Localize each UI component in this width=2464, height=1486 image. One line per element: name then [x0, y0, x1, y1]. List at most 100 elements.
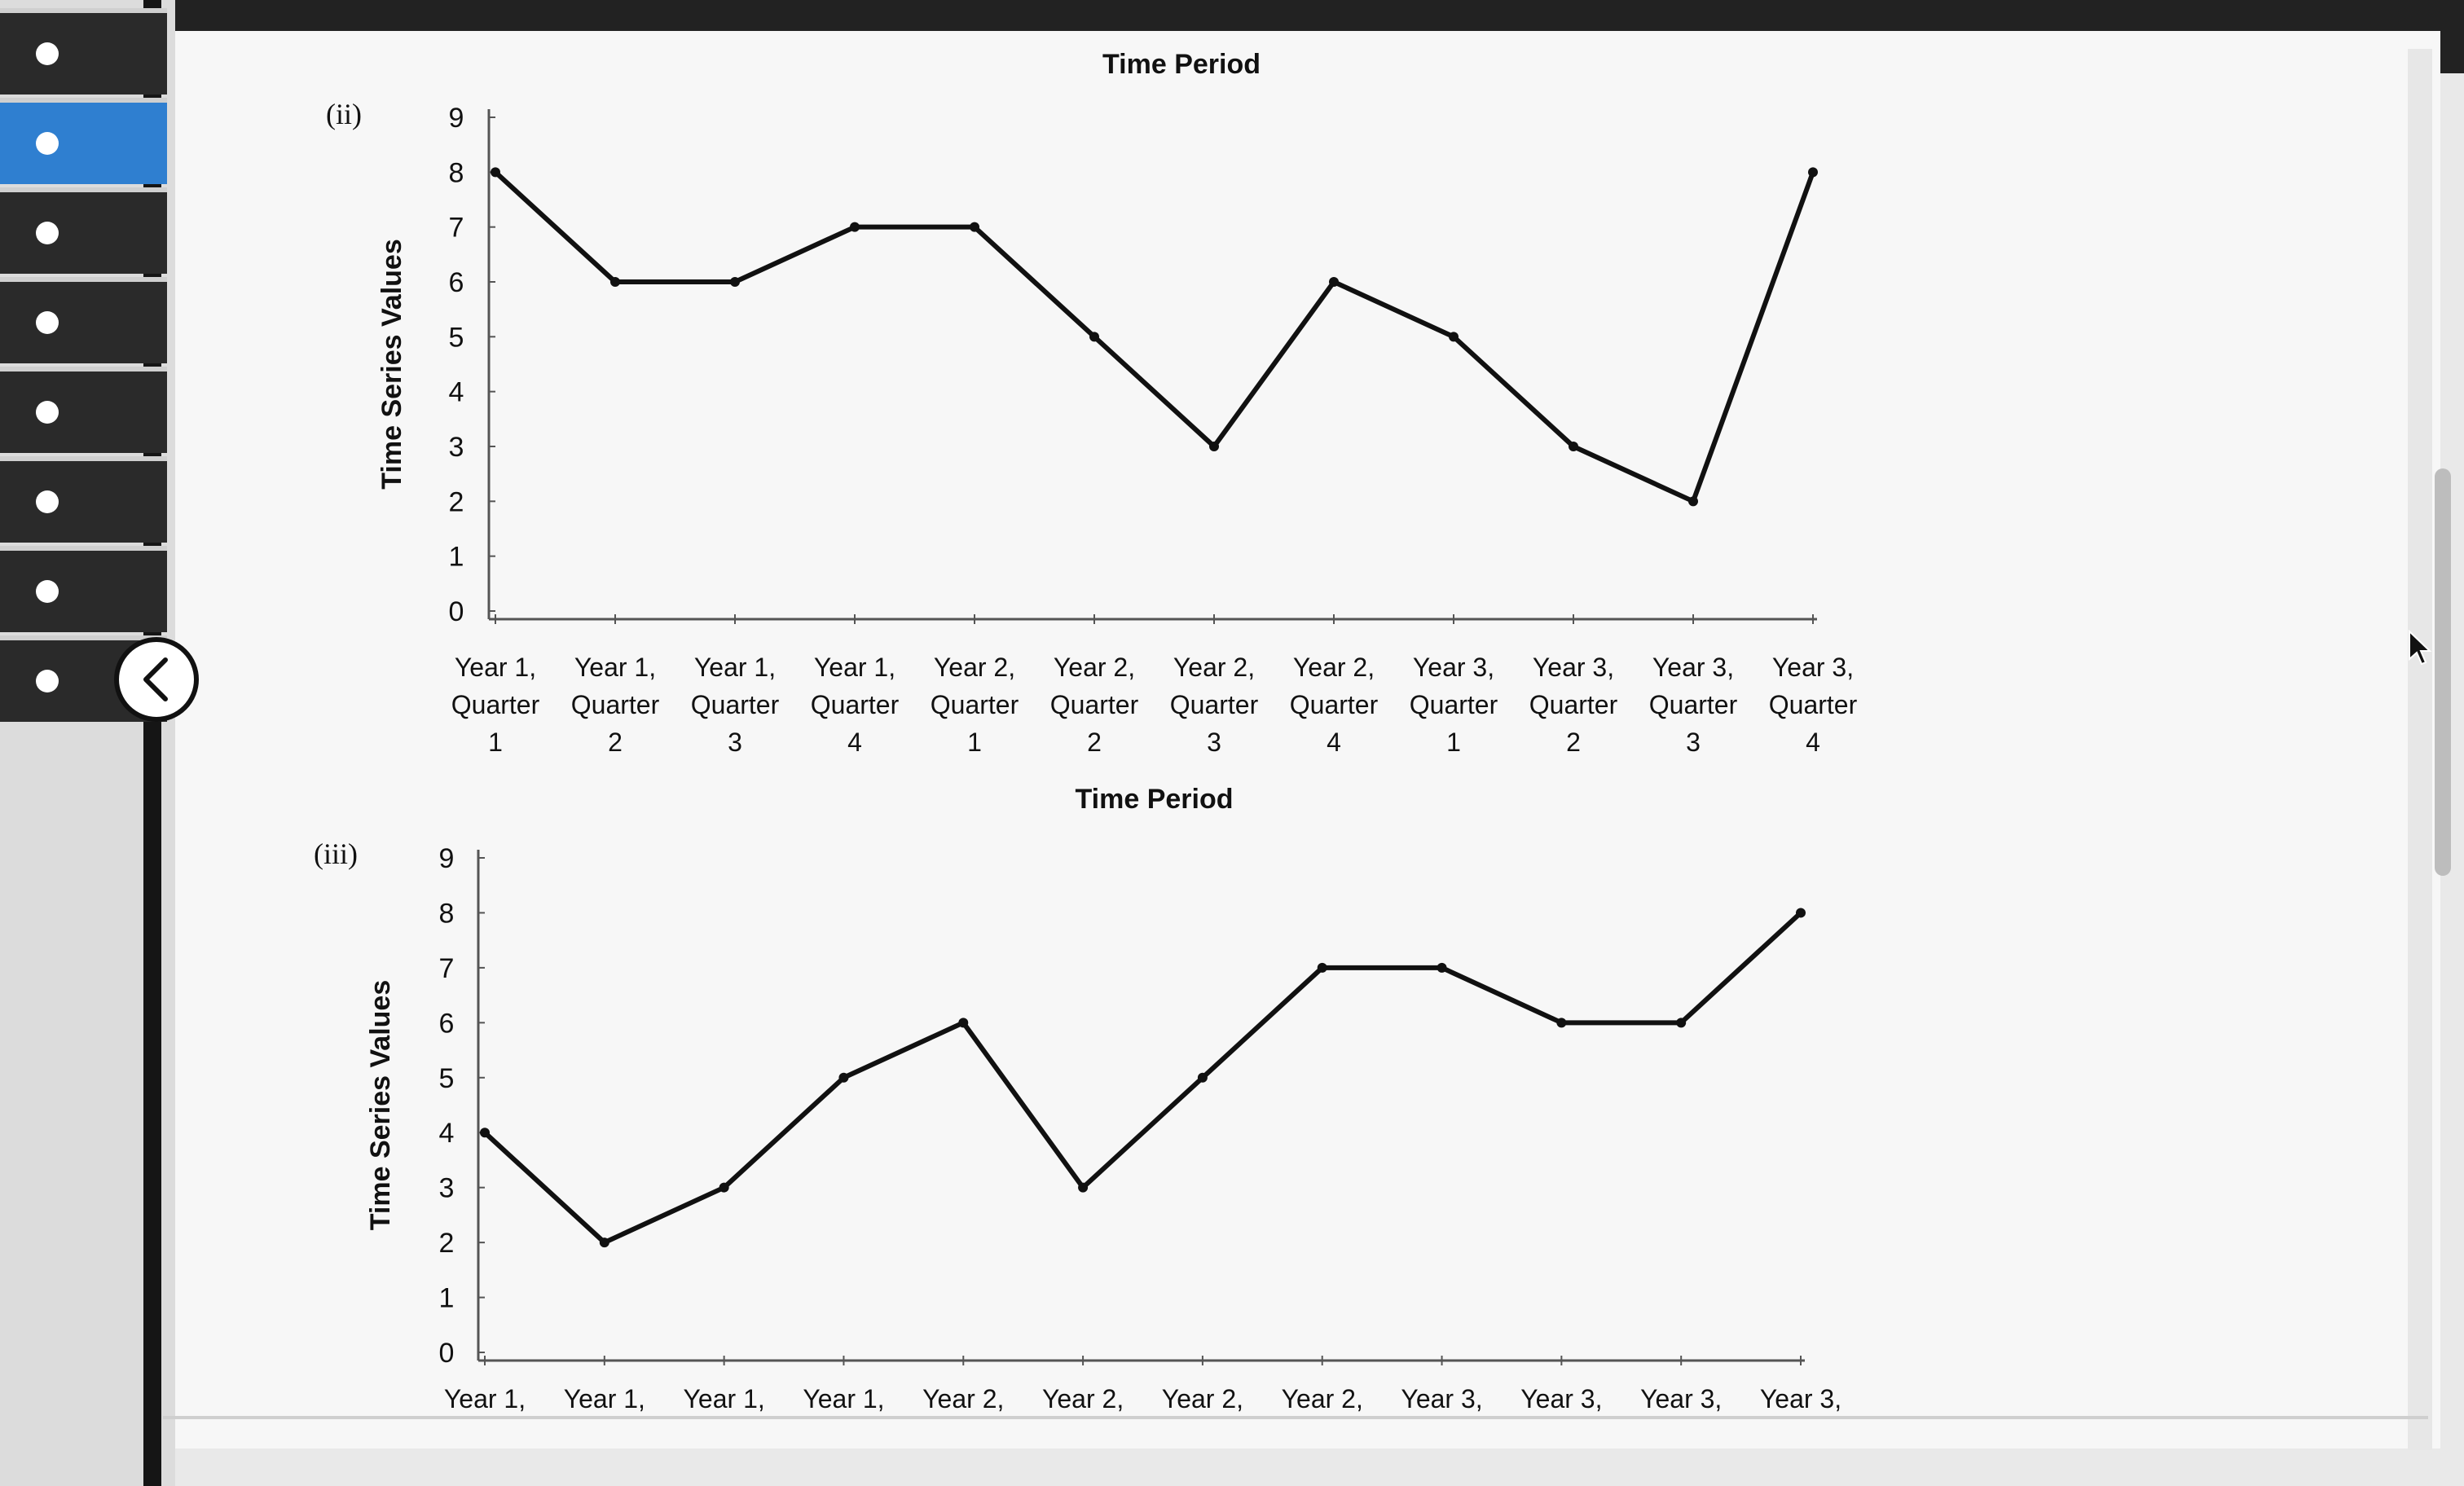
y-tick-label: 3 — [439, 1173, 455, 1204]
y-tick-label: 2 — [439, 1228, 455, 1259]
sidebar-dot-icon — [36, 42, 59, 65]
content-panel — [175, 31, 2440, 1449]
x-category-label: Year 3, Quarter 4 — [1769, 653, 1858, 757]
scrollbar-thumb[interactable] — [2435, 468, 2451, 876]
y-tick-label: 9 — [439, 843, 455, 874]
sidebar-dot-icon — [36, 132, 59, 155]
data-point — [1808, 167, 1818, 178]
sidebar-nav-item-6[interactable] — [0, 456, 167, 543]
x-category-label: Year 1, — [564, 1384, 645, 1413]
y-tick-label: 1 — [449, 542, 464, 573]
y-tick-label: 3 — [449, 432, 464, 463]
sidebar-nav-item-4[interactable] — [0, 277, 167, 363]
x-category-label: Year 1, — [444, 1384, 526, 1413]
x-category-label: Year 2, — [1282, 1384, 1363, 1413]
data-point — [1078, 1182, 1089, 1193]
data-point — [480, 1128, 490, 1138]
data-point — [1437, 962, 1447, 973]
y-tick-label: 9 — [449, 103, 464, 134]
data-point — [1089, 332, 1099, 342]
sidebar-nav-item-5[interactable] — [0, 367, 167, 453]
x-category-label: Year 2, — [1042, 1384, 1124, 1413]
x-category-label: Year 2, Quarter 3 — [1170, 653, 1259, 757]
collapse-sidebar-button[interactable] — [114, 637, 199, 722]
bottom-divider — [163, 1416, 2428, 1419]
data-point — [1556, 1018, 1567, 1028]
data-point — [1796, 908, 1806, 918]
scrollbar-track[interactable] — [2408, 49, 2432, 1450]
data-point — [719, 1182, 729, 1193]
x-category-label: Year 1, Quarter 1 — [451, 653, 540, 757]
x-category-label: Year 2, Quarter 4 — [1290, 653, 1379, 757]
y-tick-label: 5 — [449, 322, 464, 353]
data-point — [1317, 962, 1327, 973]
x-category-label: Year 1, — [803, 1384, 884, 1413]
y-tick-label: 8 — [439, 898, 455, 929]
data-point — [599, 1238, 609, 1248]
data-point — [1449, 332, 1459, 342]
sidebar-dot-icon — [36, 311, 59, 334]
x-category-label: Year 3, Quarter 1 — [1410, 653, 1498, 757]
data-point — [1569, 442, 1578, 451]
series-line — [493, 170, 1815, 504]
y-tick-label: 4 — [449, 377, 464, 408]
y-tick-label: 1 — [439, 1283, 455, 1314]
sidebar-dot-icon — [36, 580, 59, 603]
sidebar-dot-icon — [36, 401, 59, 424]
x-category-label: Year 3, — [1401, 1384, 1482, 1413]
data-point — [1329, 277, 1339, 287]
sidebar-dot-icon — [36, 222, 59, 244]
data-point — [850, 222, 860, 232]
y-axis-title: Time Series Values — [376, 239, 407, 489]
sidebar-nav-item-1[interactable] — [0, 8, 167, 95]
x-category-label: Year 1, Quarter 3 — [691, 653, 780, 757]
y-tick-label: 6 — [439, 1008, 455, 1039]
x-category-label: Year 1, — [684, 1384, 765, 1413]
x-category-label: Year 3, Quarter 2 — [1529, 653, 1618, 757]
y-axis-title: Time Series Values — [365, 980, 396, 1230]
sidebar-dot-icon — [36, 670, 59, 692]
x-category-label: Year 3, — [1640, 1384, 1722, 1413]
y-tick-label: 7 — [439, 953, 455, 984]
data-point — [958, 1018, 969, 1028]
data-point — [1197, 1072, 1208, 1083]
y-tick-label: 7 — [449, 213, 464, 244]
x-category-label: Year 1, Quarter 2 — [571, 653, 660, 757]
data-point — [1209, 442, 1219, 451]
x-category-label: Year 2, — [922, 1384, 1004, 1413]
data-point — [1676, 1018, 1687, 1028]
series-line — [482, 911, 1803, 1246]
data-point — [1688, 496, 1698, 507]
x-category-label: Year 3, Quarter 3 — [1649, 653, 1738, 757]
y-tick-label: 2 — [449, 486, 464, 517]
y-tick-label: 6 — [449, 267, 464, 298]
data-point — [730, 277, 740, 287]
y-tick-label: 8 — [449, 157, 464, 188]
y-tick-label: 4 — [439, 1118, 455, 1149]
panel-label: (ii) — [326, 98, 362, 130]
sidebar-dot-icon — [36, 490, 59, 513]
data-point — [970, 222, 979, 232]
chart-2: (iii) Time Series Values 0 1 2 3 4 5 6 7 8 9 Year 1,… — [314, 838, 1841, 1413]
chart-1: (ii) Time Series Values 0 1 2 3 4 5 6 7 8 9 Year 1, Q… — [326, 98, 1858, 815]
x-axis-title: Time Period — [1076, 784, 1234, 815]
top-axis-title: Time Period — [1102, 49, 1261, 80]
x-category-label: Year 3, — [1760, 1384, 1841, 1413]
panel-label: (iii) — [314, 838, 358, 870]
sidebar-nav-item-3[interactable] — [0, 187, 167, 274]
y-tick-label: 0 — [449, 596, 464, 627]
x-category-label: Year 2, Quarter 2 — [1050, 653, 1139, 757]
data-point — [838, 1072, 849, 1083]
chevron-left-icon — [143, 657, 168, 701]
x-category-label: Year 3, — [1520, 1384, 1602, 1413]
y-tick-label: 5 — [439, 1063, 455, 1094]
data-point — [610, 277, 620, 287]
x-category-label: Year 1, Quarter 4 — [811, 653, 900, 757]
x-category-label: Year 2, Quarter 1 — [931, 653, 1019, 757]
sidebar-nav-item-2[interactable] — [0, 98, 167, 184]
x-category-label: Year 2, — [1162, 1384, 1243, 1413]
sidebar-nav-item-7[interactable] — [0, 546, 167, 632]
mouse-cursor-icon — [2408, 629, 2432, 671]
y-tick-label: 0 — [439, 1338, 455, 1369]
